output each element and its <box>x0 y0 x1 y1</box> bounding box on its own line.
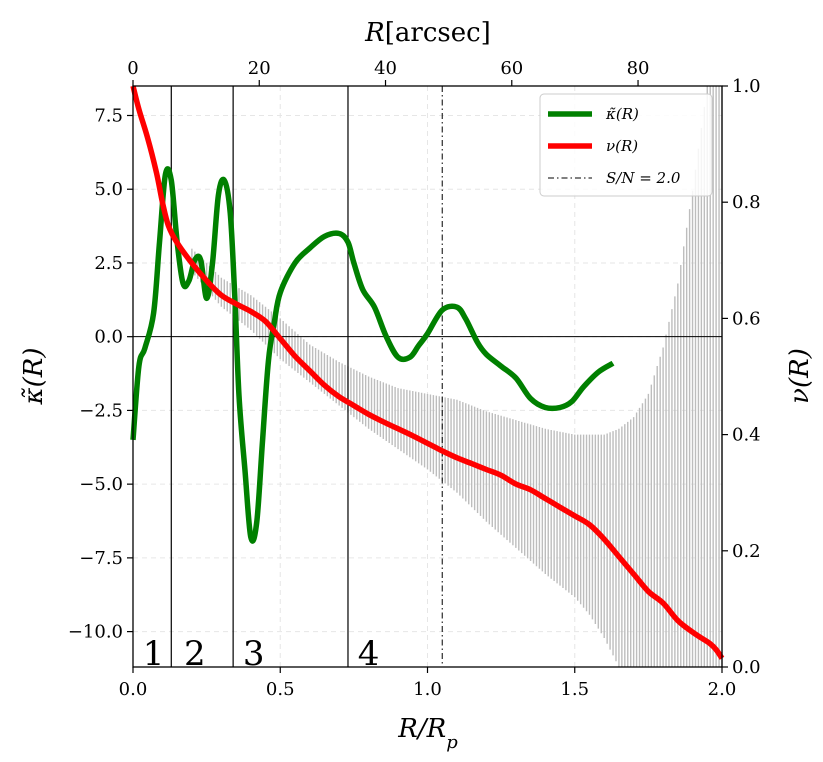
y-right-tick-label: 0.6 <box>732 308 761 329</box>
y-right-tick-label: 0.8 <box>732 192 761 213</box>
region-label: 1 <box>143 634 165 674</box>
legend-label: ν(R) <box>606 137 638 155</box>
y-left-tick-label: −5.0 <box>79 474 123 495</box>
y-left-tick-label: 2.5 <box>94 253 123 274</box>
y-left-tick-label: 7.5 <box>94 105 123 126</box>
axis-ticks: 0.0 0.5 1.0 1.5 2.0 0 20 40 60 80 7.5 5.0 2.5 0.0 −2.5… <box>68 58 761 700</box>
legend-label: S/N = 2.0 <box>606 169 681 187</box>
y-right-tick-label: 1.0 <box>732 76 761 97</box>
x-top-tick-label: 20 <box>248 58 271 79</box>
y-right-axis-title: ν(R) <box>785 348 815 404</box>
x-top-axis-title: R[arcsec] <box>364 18 491 48</box>
legend: κ̃(R) ν(R) S/N = 2.0 <box>539 93 713 197</box>
region-label: 3 <box>243 634 265 674</box>
y-left-tick-label: −10.0 <box>68 622 123 643</box>
legend-box <box>539 93 713 197</box>
x-top-tick-label: 60 <box>500 58 523 79</box>
y-right-tick-label: 0.4 <box>732 425 761 446</box>
y-left-tick-label: −2.5 <box>79 400 123 421</box>
y-left-tick-label: 0.0 <box>94 327 123 348</box>
legend-label: κ̃(R) <box>605 105 639 123</box>
y-left-tick-label: −7.5 <box>79 548 123 569</box>
y-right-tick-label: 0.0 <box>732 657 761 678</box>
region-label: 2 <box>184 634 206 674</box>
series-lines <box>130 85 725 660</box>
x-bottom-tick-label: 0.0 <box>119 679 148 700</box>
x-bottom-tick-label: 2.0 <box>708 679 737 700</box>
y-left-tick-label: 5.0 <box>94 179 123 200</box>
x-top-tick-label: 0 <box>127 58 138 79</box>
x-bottom-tick-label: 1.5 <box>560 679 589 700</box>
y-right-tick-label: 0.2 <box>732 541 761 562</box>
x-bottom-axis-title: R/Rp <box>397 714 458 753</box>
y-left-axis-title: κ̃(R) <box>19 348 49 406</box>
nu-series-line <box>130 85 725 660</box>
x-top-tick-label: 40 <box>374 58 397 79</box>
x-bottom-tick-label: 0.5 <box>266 679 295 700</box>
x-top-tick-label: 80 <box>627 58 650 79</box>
x-bottom-tick-label: 1.0 <box>413 679 442 700</box>
region-label: 4 <box>358 634 380 674</box>
kappa-series-line <box>130 166 615 544</box>
